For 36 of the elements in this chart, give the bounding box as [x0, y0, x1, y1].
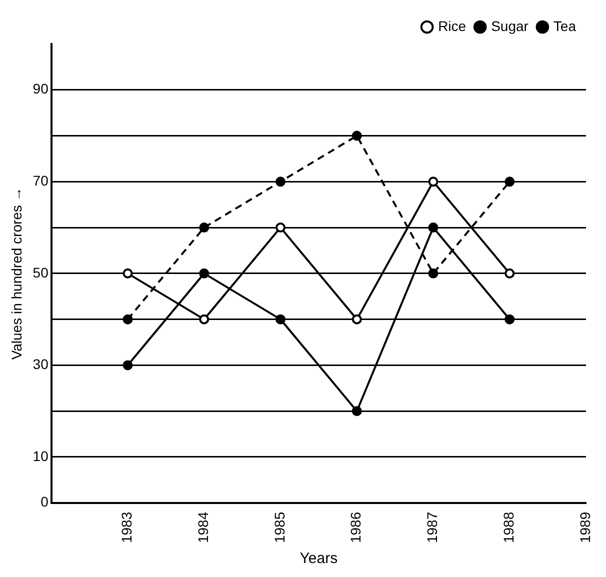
x-axis-title: Years: [300, 550, 338, 568]
x-tick-label: 1985: [271, 512, 288, 544]
point: [352, 314, 362, 324]
point: [352, 406, 362, 416]
legend-label: Rice: [438, 18, 466, 34]
x-tick-label: 1986: [348, 512, 364, 544]
x-tick-label: 1989: [576, 512, 593, 544]
point: [122, 360, 133, 370]
point: [276, 176, 286, 187]
point: [276, 314, 286, 324]
point: [352, 130, 362, 141]
point: [199, 222, 210, 233]
point: [504, 268, 515, 278]
point: [428, 268, 438, 278]
point: [199, 314, 210, 324]
x-tick-label: 1983: [118, 512, 135, 544]
point: [199, 268, 210, 278]
point: [504, 176, 515, 187]
legend-label: Sugar: [491, 18, 529, 34]
y-tick-label: 50: [32, 264, 49, 280]
point: [122, 314, 133, 324]
y-tick-label: 30: [32, 356, 49, 372]
y-tick-label: 90: [32, 80, 49, 97]
point: [276, 222, 286, 233]
y-tick-label: 10: [32, 448, 49, 464]
x-tick-label: 1987: [424, 512, 440, 544]
y-tick-label: 0: [40, 494, 49, 510]
point: [428, 176, 438, 187]
point: [428, 222, 438, 233]
legend-label: Tea: [553, 18, 576, 34]
x-tick-label: 1984: [194, 512, 211, 544]
y-axis-title: Values in hundred crores →: [8, 187, 24, 360]
y-tick-label: 70: [32, 172, 49, 189]
point: [504, 314, 515, 324]
point: [122, 268, 133, 278]
x-tick-label: 1988: [500, 512, 516, 544]
